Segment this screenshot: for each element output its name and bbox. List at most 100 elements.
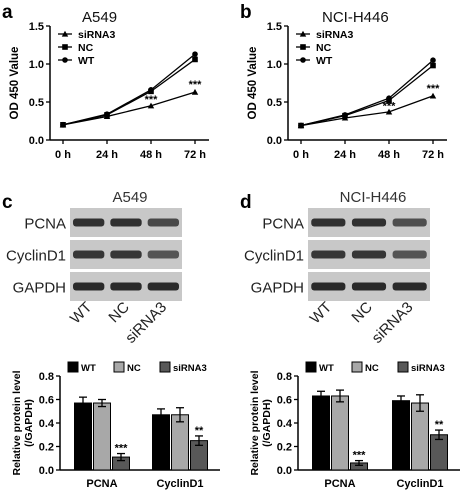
data-point <box>104 111 110 117</box>
series-line <box>62 91 196 126</box>
x-tick-label: 72 h <box>184 149 206 161</box>
legend-label: siRNA3 <box>78 29 116 41</box>
panel-letter-a: a <box>2 2 13 23</box>
blot-band <box>147 218 180 227</box>
blot-band <box>110 218 142 227</box>
y-tick-label: 1.5 <box>267 21 282 33</box>
significance-annotation: ** <box>195 425 204 437</box>
x-tick-label: 24 h <box>96 149 118 161</box>
bar <box>171 414 189 471</box>
y-axis-label: OD 450 Value <box>247 47 259 120</box>
legend-swatch <box>397 361 409 373</box>
legend-marker <box>299 30 307 37</box>
legend-swatch <box>159 361 171 373</box>
legend-marker <box>300 44 306 50</box>
blot-band <box>311 250 346 259</box>
x-tick-label: 72 h <box>422 149 444 161</box>
y-tick-label: 0.0 <box>277 465 292 477</box>
blot-row-label: CyclinD1 <box>6 248 66 265</box>
y-tick-label: 1.5 <box>29 21 44 33</box>
chart-title: NCI-H446 <box>322 9 389 26</box>
blot-row-label: GAPDH <box>251 280 304 297</box>
legend-label: NC <box>78 42 94 54</box>
data-point <box>192 56 198 63</box>
x-tick-label: 48 h <box>140 149 162 161</box>
blot-band <box>392 250 427 259</box>
data-point <box>385 108 393 115</box>
bar <box>331 395 349 471</box>
line-chart-a549: A549 0.0 0.5 1.0 1.5 0 h 24 h 48 h 72 h OD 450 Va… <box>9 9 209 161</box>
lane-label: WT <box>307 299 336 328</box>
legend-marker <box>61 30 69 37</box>
lane-label: siRNA3 <box>122 299 170 347</box>
lane-label: NC <box>105 299 132 326</box>
x-tick-label: 48 h <box>378 149 400 161</box>
series-line <box>62 53 196 126</box>
lane-label: siRNA3 <box>369 299 417 347</box>
significance-annotation: *** <box>115 443 129 455</box>
legend-label: WT <box>81 363 96 374</box>
y-tick-label: 1.0 <box>267 59 282 71</box>
blot-title: A549 <box>112 189 147 206</box>
blot-band <box>392 218 427 227</box>
significance-annotation: *** <box>145 94 159 106</box>
bar-chart-nci-h446: 0.0 0.2 0.4 0.6 0.8 Relative protein level (/G… <box>249 361 460 490</box>
legend-label: WT <box>316 55 333 67</box>
legend-label: NC <box>365 363 379 374</box>
legend-label: siRNA3 <box>316 29 354 41</box>
x-tick-label: 24 h <box>334 149 356 161</box>
y-tick-label: 0.4 <box>39 418 55 430</box>
legend-label: WT <box>78 55 95 67</box>
y-axis-label: (/GAPDH) <box>261 399 273 447</box>
y-tick-label: 0.4 <box>277 418 293 430</box>
blot-band <box>311 282 346 291</box>
y-tick-label: 0.8 <box>277 371 292 383</box>
legend-swatch <box>305 361 317 373</box>
blot-band <box>147 282 180 291</box>
blot-row-label: GAPDH <box>13 280 66 297</box>
legend-marker <box>62 44 68 50</box>
panel-letter-b: b <box>240 2 252 23</box>
significance-annotation: *** <box>189 79 203 91</box>
data-point <box>342 112 348 118</box>
x-tick-label: PCNA <box>86 478 117 490</box>
y-axis-label: OD 450 Value <box>9 47 21 120</box>
series-line <box>62 58 196 126</box>
significance-annotation: *** <box>353 450 367 462</box>
legend-marker <box>62 57 68 63</box>
y-tick-label: 0.6 <box>277 395 292 407</box>
x-tick-label: 0 h <box>293 149 309 161</box>
legend-marker <box>300 57 306 63</box>
bar <box>152 414 170 471</box>
data-point <box>192 51 198 57</box>
bar <box>312 395 330 471</box>
y-tick-label: 0.2 <box>277 442 292 454</box>
blot-band <box>351 218 387 227</box>
data-point <box>386 95 392 101</box>
significance-annotation: *** <box>383 100 397 112</box>
y-tick-label: 0.0 <box>267 135 282 147</box>
blot-band <box>351 250 387 259</box>
legend-label: NC <box>127 363 141 374</box>
blot-row-label: PCNA <box>262 216 304 233</box>
blot-band <box>110 250 142 259</box>
legend-label: NC <box>316 42 332 54</box>
bar <box>411 402 429 471</box>
lane-label: WT <box>67 299 96 328</box>
data-point <box>429 92 437 99</box>
legend-label: siRNA3 <box>173 363 207 374</box>
blot-row-label: PCNA <box>24 216 66 233</box>
blot-band <box>392 282 427 291</box>
x-tick-label: CyclinD1 <box>156 478 203 490</box>
blot-row-label: CyclinD1 <box>244 248 304 265</box>
data-point <box>148 87 154 93</box>
y-axis-label: Relative protein level <box>11 370 23 475</box>
legend-label: WT <box>319 363 334 374</box>
y-tick-label: 0.0 <box>39 465 54 477</box>
data-point <box>298 122 304 129</box>
series-line <box>300 95 434 127</box>
blot-band <box>147 250 180 259</box>
blot-band <box>311 218 346 227</box>
